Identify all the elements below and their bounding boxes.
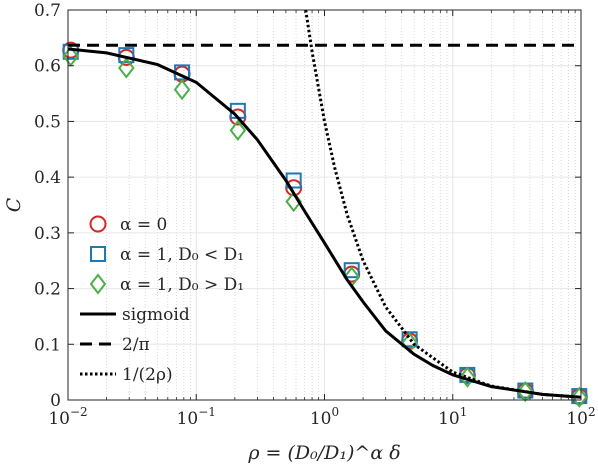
legend-marker-square [90, 246, 106, 262]
grid [68, 10, 581, 400]
data-point-diamond [571, 386, 588, 408]
data-point-diamond [229, 119, 247, 141]
legend-label: α = 1, D₀ < D₁ [120, 245, 244, 265]
x-tick-label: 101 [438, 405, 467, 429]
y-tick-label: 0.5 [34, 112, 61, 132]
data-point-square [343, 262, 360, 279]
legend-label: 1/(2ρ) [122, 365, 173, 385]
legend-marker-diamond [89, 273, 107, 295]
data-point-diamond [118, 57, 135, 79]
y-tick-label: 0.7 [34, 1, 61, 21]
legend-label: α = 0 [120, 215, 167, 235]
x-tick-label: 10−2 [48, 405, 87, 429]
y-tick-label: 0.1 [34, 335, 61, 355]
series-line-3 [68, 47, 581, 399]
ticks: 10−2 10−1 100 101 102 0 0.1 0.2 0.3 0.4 0.5 0.6 0.7 [34, 1, 596, 429]
legend-label: 2/π [122, 335, 150, 355]
x-tick-label: 100 [310, 405, 339, 429]
series-line-5 [304, 10, 581, 399]
data-point-diamond [517, 381, 534, 403]
x-tick-label: 102 [566, 405, 595, 429]
y-tick-label: 0.4 [34, 168, 61, 188]
x-tick-label: 10−1 [177, 405, 216, 429]
data-point-diamond [459, 366, 476, 388]
x-axis-label: ρ = (D₀/D₁)^α δ [247, 442, 400, 464]
legend: α = 0 α = 1, D₀ < D₁ α = 1, D₀ > D₁ sigmoid… [80, 215, 244, 385]
legend-marker-circle [89, 215, 107, 233]
y-tick-label: 0.6 [34, 57, 61, 77]
legend-label: sigmoid [122, 305, 190, 325]
y-tick-label: 0.2 [34, 280, 61, 300]
y-axis-label: C [3, 197, 25, 212]
y-tick-label: 0.3 [34, 224, 61, 244]
series-layer [62, 10, 588, 408]
legend-label: α = 1, D₀ > D₁ [120, 275, 244, 295]
data-point-diamond [173, 79, 191, 101]
y-tick-label: 0 [50, 391, 61, 411]
